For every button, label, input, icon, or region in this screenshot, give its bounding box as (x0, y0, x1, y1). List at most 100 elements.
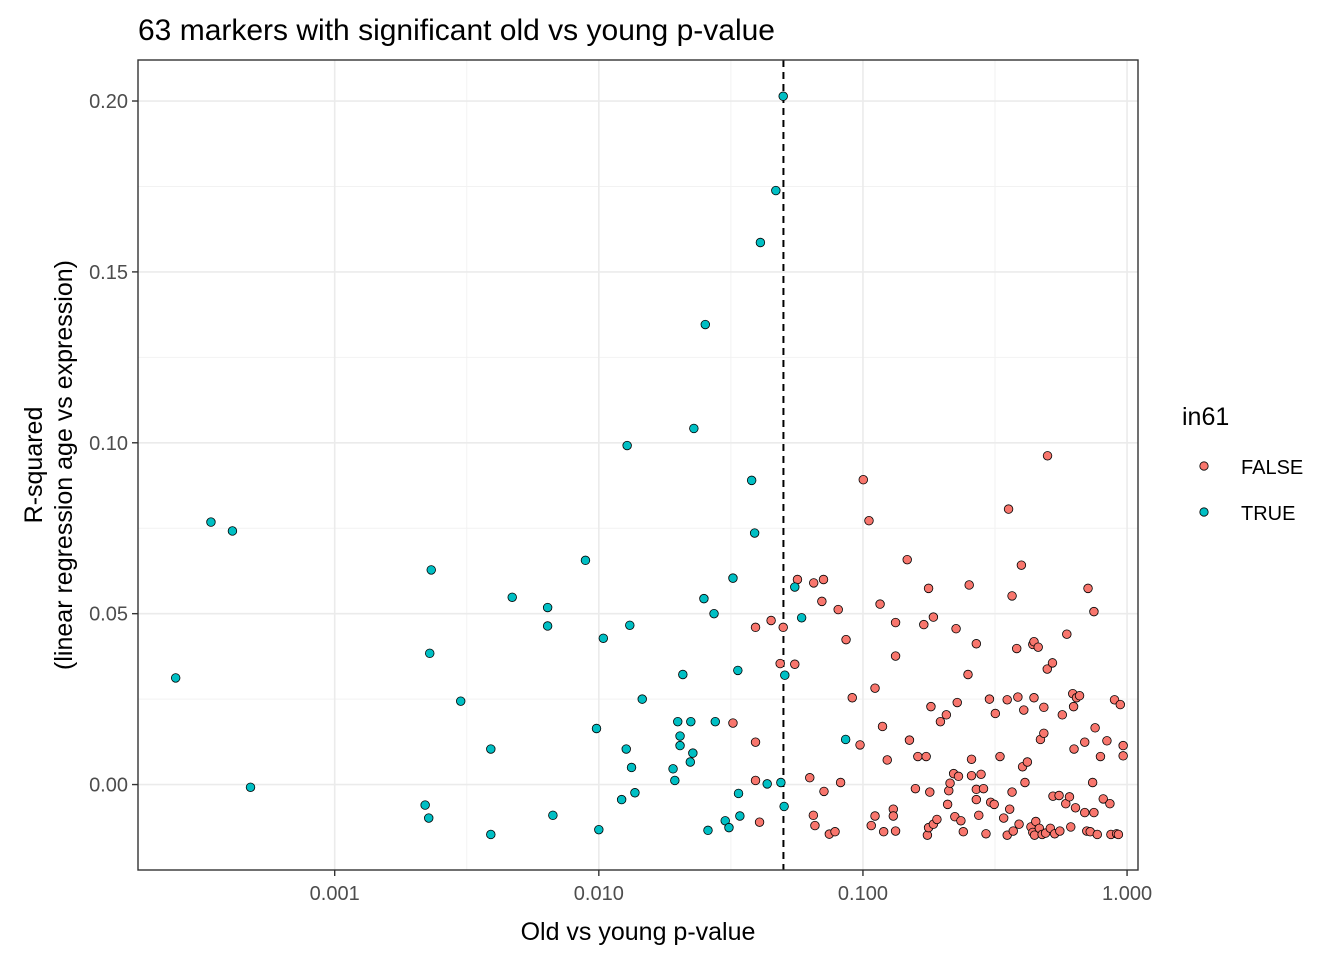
legend-title: in61 (1182, 403, 1229, 431)
data-point (840, 734, 851, 745)
data-point (952, 697, 962, 708)
data-point (808, 810, 819, 821)
data-point (913, 751, 923, 762)
data-point (1095, 751, 1106, 762)
data-point (686, 716, 696, 727)
data-point (951, 624, 961, 634)
data-point (775, 658, 785, 669)
data-point (750, 737, 761, 747)
data-point (966, 754, 977, 764)
data-point (735, 811, 745, 821)
legend: in61 FALSE TRUE (1182, 403, 1303, 525)
data-point (668, 764, 678, 774)
data-point (1016, 560, 1027, 570)
data-point (746, 475, 757, 486)
y-tick-label: 0.05 (89, 604, 128, 626)
data-point (778, 622, 788, 633)
data-point (1069, 744, 1079, 754)
data-point (866, 820, 876, 831)
data-point (981, 829, 991, 839)
data-point (978, 783, 989, 794)
x-axis-title: Old vs young p-value (521, 918, 756, 946)
data-point (964, 580, 974, 590)
data-point (963, 669, 973, 680)
data-point (1098, 794, 1108, 804)
data-point (771, 185, 781, 196)
data-point (1004, 804, 1015, 814)
data-point (542, 602, 553, 613)
data-point (1118, 751, 1128, 761)
data-point (858, 474, 868, 485)
data-point (728, 718, 738, 728)
data-point (170, 673, 181, 683)
data-point (749, 528, 760, 538)
data-point (855, 740, 865, 750)
plot-border (137, 59, 1139, 871)
data-point (227, 526, 238, 536)
data-point (870, 811, 880, 821)
data-point (1020, 777, 1030, 788)
data-point (835, 777, 846, 788)
data-point (1014, 819, 1024, 829)
data-point (779, 801, 789, 812)
data-point (710, 716, 720, 727)
x-tick-label: 0.001 (310, 883, 360, 905)
data-point (1003, 504, 1014, 514)
data-point (1118, 740, 1128, 751)
data-point (580, 555, 591, 566)
data-point (1113, 829, 1124, 840)
data-point (1066, 822, 1076, 832)
x-tick-label: 0.010 (574, 883, 624, 905)
data-point (637, 694, 647, 704)
data-point (750, 622, 761, 633)
data-point (1012, 643, 1022, 654)
data-point (724, 822, 734, 833)
data-point (675, 740, 685, 751)
data-point (1070, 803, 1081, 813)
data-point (990, 708, 1001, 719)
data-point (923, 583, 934, 594)
data-point (755, 237, 766, 248)
legend-label-false: FALSE (1241, 457, 1303, 479)
data-point (1033, 642, 1043, 652)
data-point (709, 608, 719, 619)
data-point (989, 799, 999, 810)
data-point (902, 554, 912, 565)
data-point (1008, 826, 1018, 836)
data-point (890, 826, 901, 836)
data-point (882, 755, 892, 765)
data-point (1090, 723, 1100, 733)
data-point (486, 744, 496, 754)
data-point (796, 613, 807, 623)
data-point (809, 578, 819, 588)
data-point (1054, 790, 1064, 801)
data-point (754, 817, 765, 827)
data-point (1083, 583, 1093, 594)
y-tick-label: 0.00 (89, 775, 128, 797)
data-point (1007, 591, 1017, 601)
data-point (847, 693, 857, 703)
data-point (1062, 629, 1072, 639)
data-point (689, 423, 699, 434)
data-point (1019, 705, 1029, 715)
data-point (778, 91, 788, 101)
data-point (805, 773, 815, 783)
data-point (932, 814, 942, 825)
data-point (699, 593, 709, 604)
data-point (998, 813, 1009, 823)
data-point (1068, 701, 1079, 712)
data-point (762, 779, 772, 789)
y-axis-title: R-squared (linear regression age vs expr… (20, 260, 78, 670)
data-point (942, 799, 953, 810)
data-point (833, 604, 843, 615)
plot-panel (138, 60, 1138, 870)
data-point (591, 723, 602, 734)
legend-key-true (1199, 507, 1209, 517)
data-point (621, 744, 631, 754)
data-point (426, 565, 436, 575)
data-point (678, 669, 688, 680)
data-point (548, 810, 558, 821)
data-point (875, 599, 885, 609)
data-point (971, 639, 982, 649)
data-point (941, 710, 952, 720)
